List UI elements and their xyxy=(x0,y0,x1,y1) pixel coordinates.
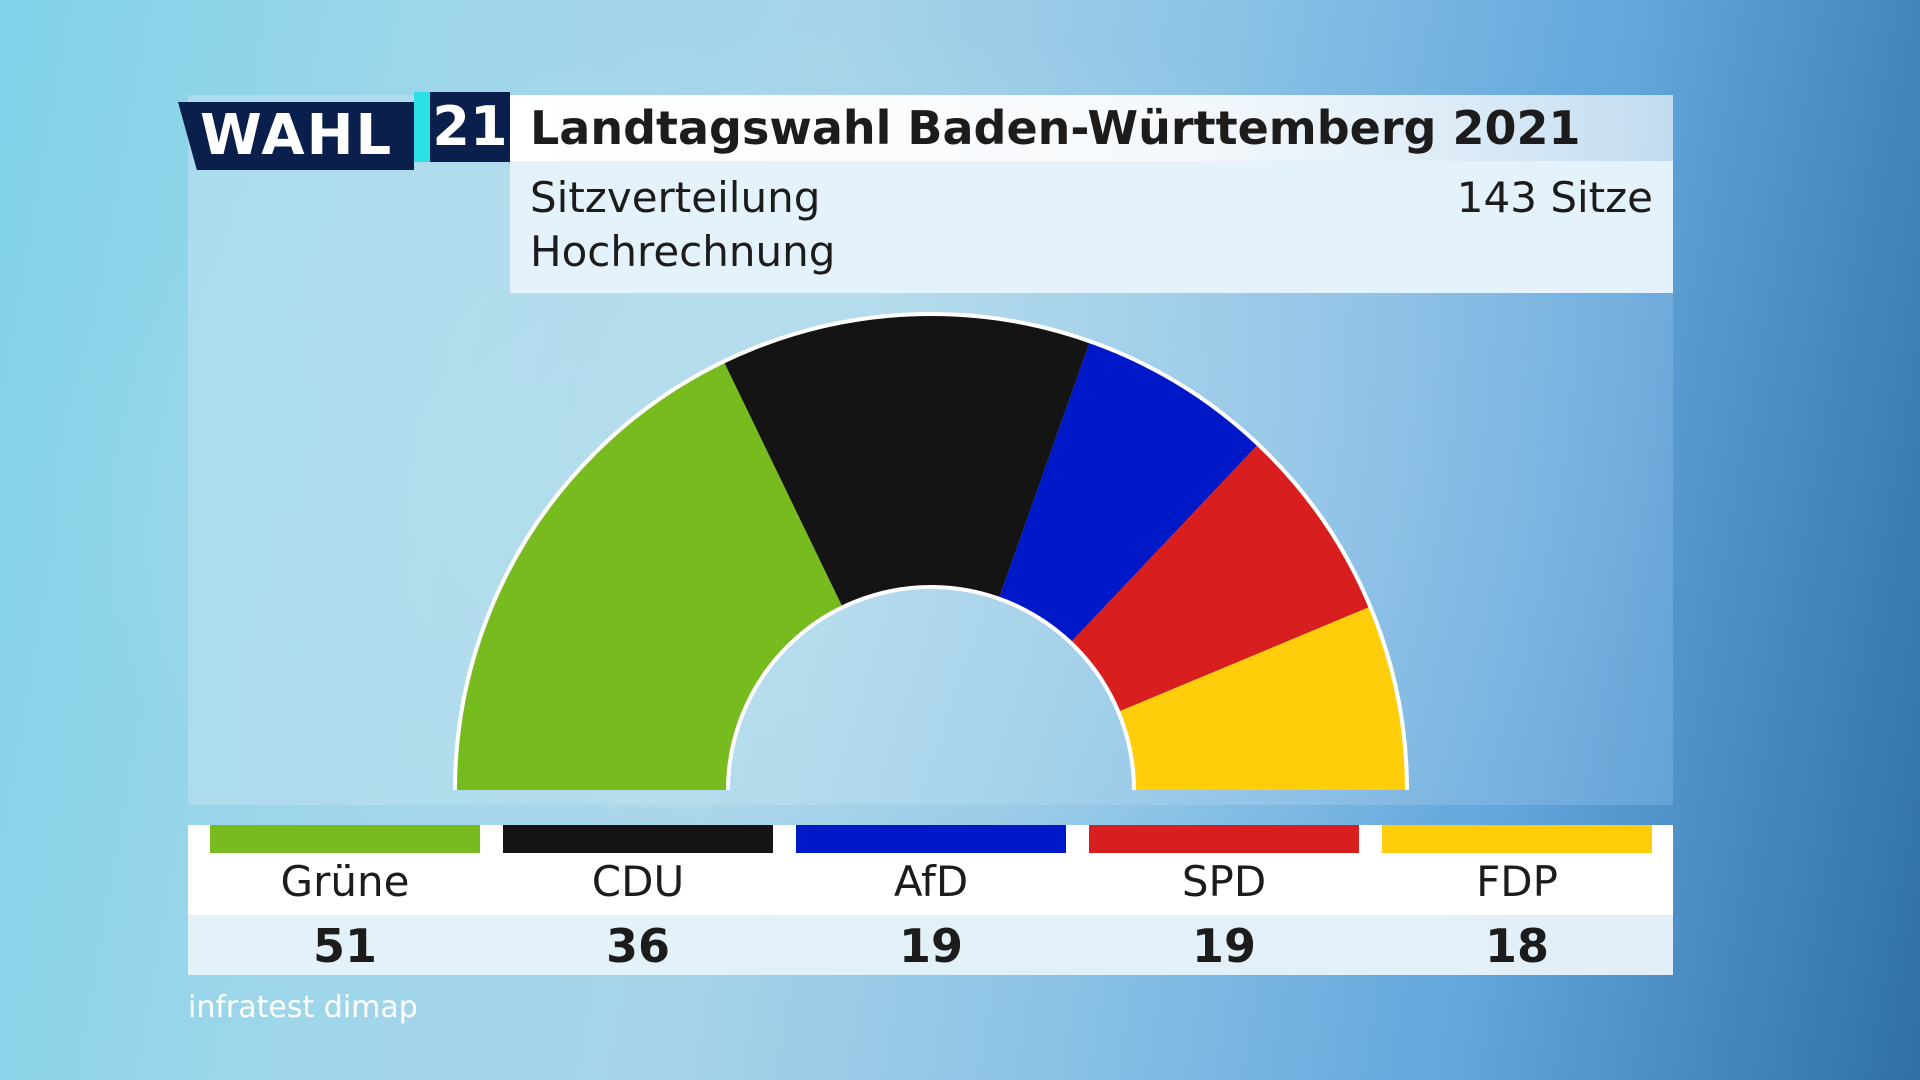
wahl-year-badge: 21 xyxy=(414,92,510,162)
legend-value-row xyxy=(188,915,1673,975)
subtitle-projection: Hochrechnung xyxy=(530,227,836,276)
legend-value-spd: 19 xyxy=(1191,919,1256,973)
subtitle-seat-distribution: Sitzverteilung xyxy=(530,173,821,222)
subtitle-box: Sitzverteilung Hochrechnung 143 Sitze xyxy=(510,161,1673,293)
legend-party-spd: SPD xyxy=(1181,857,1267,906)
legend-value-afd: 19 xyxy=(898,919,963,973)
seat-segment-fdp xyxy=(1118,606,1407,790)
legend-value-gruene: 51 xyxy=(312,919,377,973)
legend-value-cdu: 36 xyxy=(605,919,670,973)
legend-swatch-afd xyxy=(796,825,1066,853)
chart-outer-rim xyxy=(453,312,1409,791)
legend-value-fdp: 18 xyxy=(1484,919,1549,973)
seat-segment-spd xyxy=(1070,444,1371,712)
seat-segment-gruene xyxy=(455,361,843,790)
legend-swatch-fdp xyxy=(1382,825,1652,853)
legend-swatch-gruene xyxy=(210,825,480,853)
seat-segment-afd xyxy=(998,341,1259,643)
chart-title: Landtagswahl Baden-Württemberg 2021 xyxy=(530,101,1581,155)
total-seats-label: 143 Sitze xyxy=(1456,173,1653,222)
legend-party-fdp: FDP xyxy=(1476,857,1558,906)
title-bar: Landtagswahl Baden-Württemberg 2021 xyxy=(510,95,1673,161)
legend-party-afd: AfD xyxy=(893,857,969,906)
legend-swatch-cdu xyxy=(503,825,773,853)
wahl-logo: WAHL xyxy=(178,102,414,170)
legend-party-gruene: Grüne xyxy=(280,857,410,906)
legend-party-cdu: CDU xyxy=(591,857,685,906)
source-label: infratest dimap xyxy=(188,990,418,1025)
chart-inner-rim xyxy=(726,585,1136,791)
legend-swatch-spd xyxy=(1089,825,1359,853)
seat-segment-cdu xyxy=(723,314,1090,608)
